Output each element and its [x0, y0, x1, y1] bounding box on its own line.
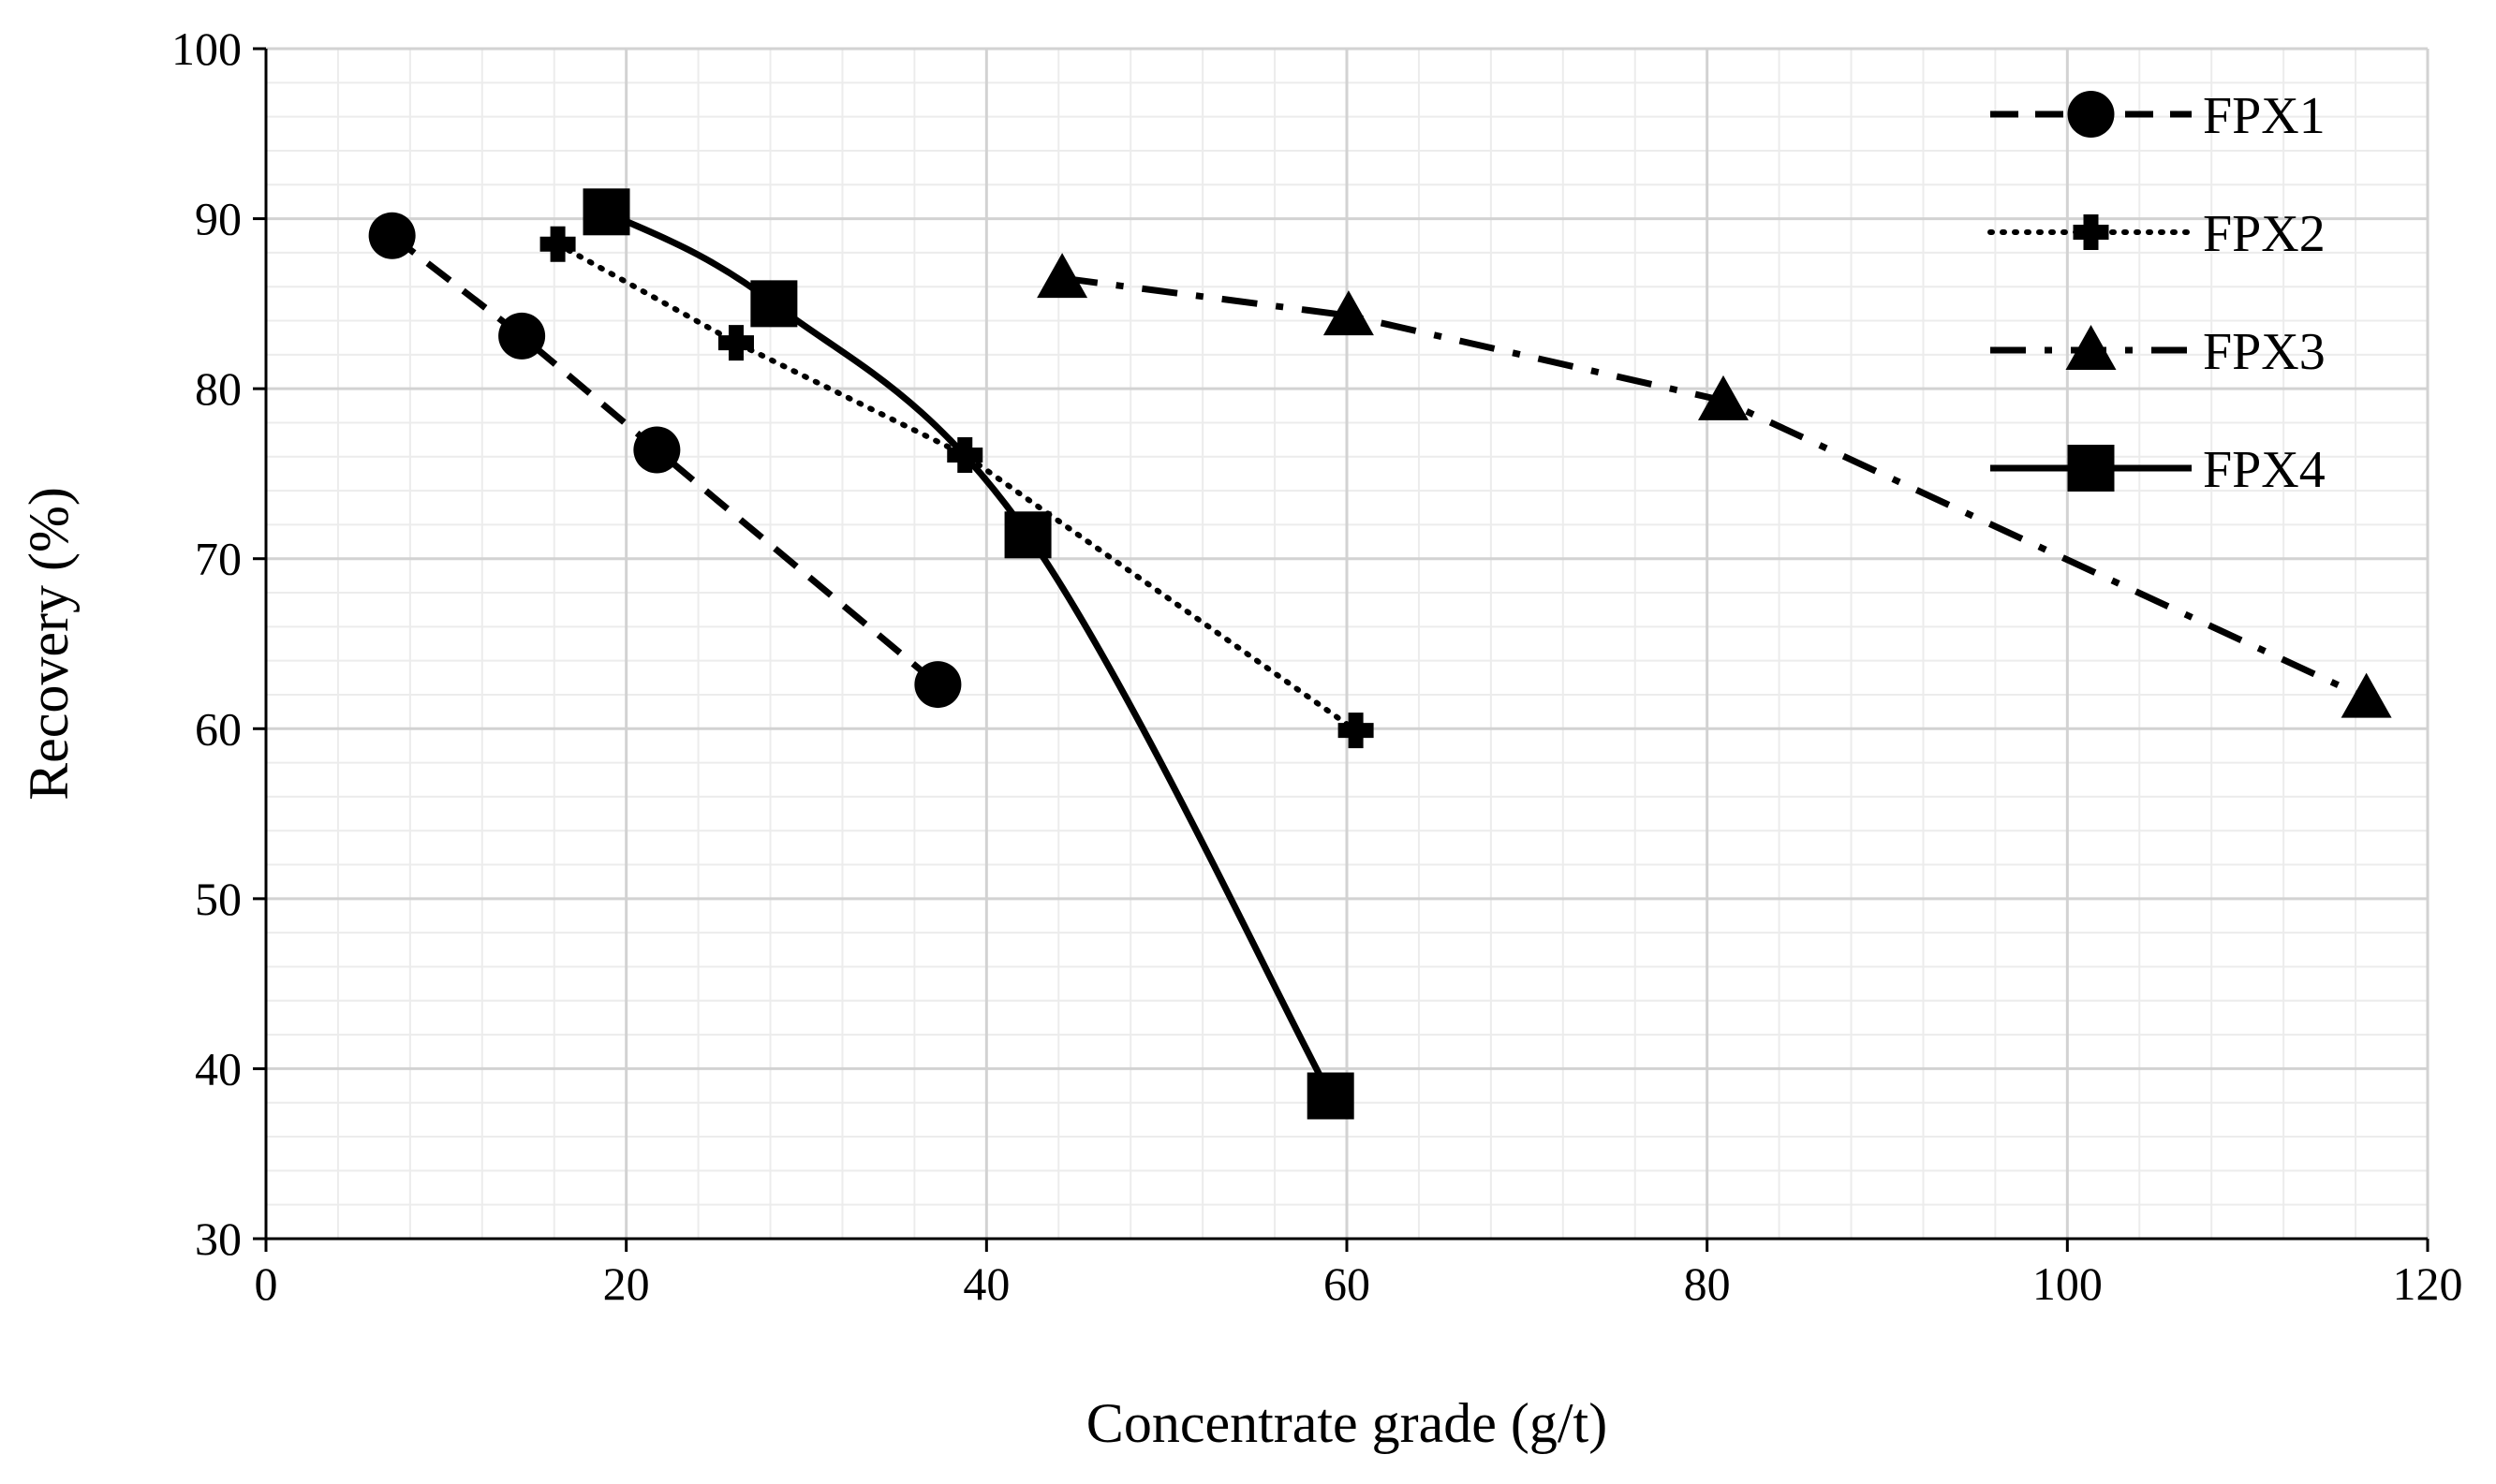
data-point-fpx4 [1005, 511, 1052, 558]
data-point-fpx4 [1307, 1072, 1354, 1119]
chart: 0 20 40 60 80 100 120 30 40 50 60 70 80 90 100 FPX1 FPX… [0, 0, 2496, 1484]
y-tick-label: 50 [195, 873, 242, 925]
legend-marker-fpx1 [2068, 91, 2115, 138]
y-tick-label: 80 [195, 362, 242, 415]
x-tick-label: 100 [2032, 1257, 2103, 1310]
data-point-fpx4 [583, 188, 630, 235]
legend-label-fpx1: FPX1 [2203, 87, 2326, 145]
data-point-fpx1 [369, 213, 416, 259]
x-axis-title: Concentrate grade (g/t) [1086, 1392, 1607, 1454]
data-point-fpx4 [750, 280, 797, 327]
x-tick-label: 80 [1684, 1257, 1731, 1310]
y-tick-label: 40 [195, 1042, 242, 1095]
data-point-fpx1 [633, 427, 680, 474]
x-tick-label: 60 [1323, 1257, 1370, 1310]
y-tick-label: 30 [195, 1212, 242, 1265]
legend-label-fpx2: FPX2 [2203, 205, 2326, 263]
data-point-fpx1 [498, 313, 545, 360]
x-tick-label: 20 [603, 1257, 650, 1310]
y-axis-title: Recovery (%) [18, 487, 80, 801]
x-tick-label: 120 [2393, 1257, 2463, 1310]
legend-marker-fpx4 [2068, 445, 2115, 492]
data-point-fpx1 [914, 661, 961, 708]
legend-label-fpx3: FPX3 [2203, 323, 2326, 381]
y-tick-label: 90 [195, 193, 242, 245]
y-tick-label: 60 [195, 702, 242, 755]
x-tick-label: 0 [255, 1257, 278, 1310]
y-tick-label: 70 [195, 533, 242, 585]
legend-label-fpx4: FPX4 [2203, 441, 2326, 499]
x-tick-label: 40 [963, 1257, 1010, 1310]
y-tick-label: 100 [171, 22, 242, 75]
